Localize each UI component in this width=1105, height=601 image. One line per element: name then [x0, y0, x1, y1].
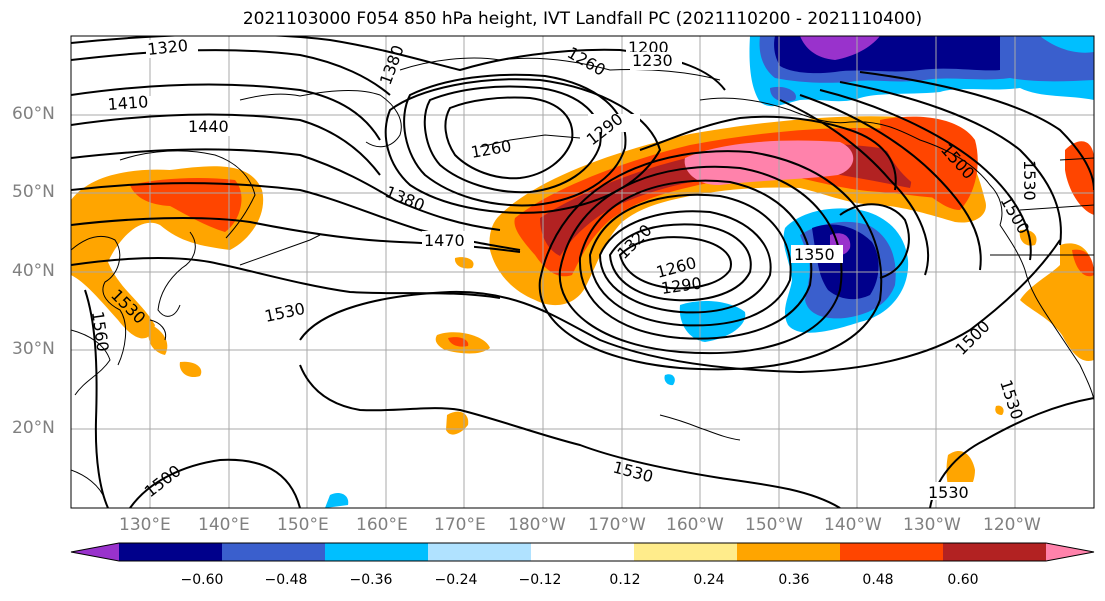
lon-label-130w: 130°W [903, 515, 961, 535]
colorbar-tick: −0.48 [264, 572, 308, 588]
colorbar-tick: −0.12 [518, 572, 562, 588]
contour-label: 1410 [107, 92, 149, 114]
coastlines [71, 57, 1094, 501]
lon-label-130e: 130°E [119, 515, 171, 535]
colorbar-bin [531, 543, 635, 561]
colorbar-bin [840, 543, 944, 561]
lon-label-180w: 180°W [508, 515, 566, 535]
lon-label-120w: 120°W [983, 515, 1041, 535]
contour-label: 1530 [1020, 160, 1039, 201]
colorbar-extend-high [1046, 543, 1094, 561]
contour-label: 1530 [263, 299, 307, 326]
lon-label-170e: 170°E [434, 515, 486, 535]
colorbar [70, 542, 1095, 562]
colorbar-bin [119, 543, 223, 561]
contour-label: 1380 [383, 182, 428, 215]
colorbar-tick: −0.60 [180, 572, 224, 588]
colorbar-bin [325, 543, 429, 561]
colorbar-tick: 0.48 [862, 572, 894, 588]
colorbar-tick: 0.60 [947, 572, 979, 588]
colorbar-tick: 0.12 [609, 572, 641, 588]
map-title: 2021103000 F054 850 hPa height, IVT Land… [242, 9, 923, 29]
lat-label-50n: 50°N [12, 182, 55, 202]
lat-label-60n: 60°N [12, 104, 55, 124]
contour-label: 1500 [951, 317, 993, 359]
contour-label: 1260 [469, 136, 512, 162]
lat-label-20n: 20°N [12, 418, 55, 438]
contour-label: 1560 [88, 310, 112, 353]
lon-label-160w: 160°W [666, 515, 724, 535]
colorbar-tick: 0.36 [778, 572, 810, 588]
contour-label: 1470 [424, 231, 465, 250]
contour-label: 1530 [928, 483, 969, 502]
colorbar-bin [737, 543, 841, 561]
colorbar-tick: −0.24 [434, 572, 478, 588]
colorbar-bin [222, 543, 326, 561]
contour-label: 1320 [613, 221, 655, 263]
lat-label-30n: 30°N [12, 339, 55, 359]
contour-label: 1440 [188, 117, 229, 136]
colorbar-outline [70, 542, 1095, 562]
colorbar-bin [428, 543, 532, 561]
colorbar-bin [943, 543, 1047, 561]
lon-label-140e: 140°E [198, 515, 250, 535]
contour-label: 1500 [141, 461, 185, 501]
lon-label-160e: 160°E [356, 515, 408, 535]
lon-label-150e: 150°E [277, 515, 329, 535]
colorbar-tick: −0.36 [349, 572, 393, 588]
colorbar-tick: 0.24 [693, 572, 725, 588]
lon-label-140w: 140°W [824, 515, 882, 535]
colorbar-bin [634, 543, 738, 561]
lon-label-170w: 170°W [588, 515, 646, 535]
lon-label-150w: 150°W [745, 515, 803, 535]
map-frame [70, 35, 1095, 509]
contour-label: 1350 [794, 245, 835, 264]
lat-label-40n: 40°N [12, 261, 55, 281]
contour-label: 1320 [146, 36, 188, 59]
contour-label: 1530 [611, 458, 655, 487]
contour-label: 1230 [632, 51, 673, 70]
ivt-shading [71, 36, 1094, 508]
contour-label: 1260 [564, 43, 609, 80]
contour-label: 1530 [996, 377, 1027, 422]
graticule [71, 36, 1094, 508]
colorbar-extend-low [71, 543, 119, 561]
